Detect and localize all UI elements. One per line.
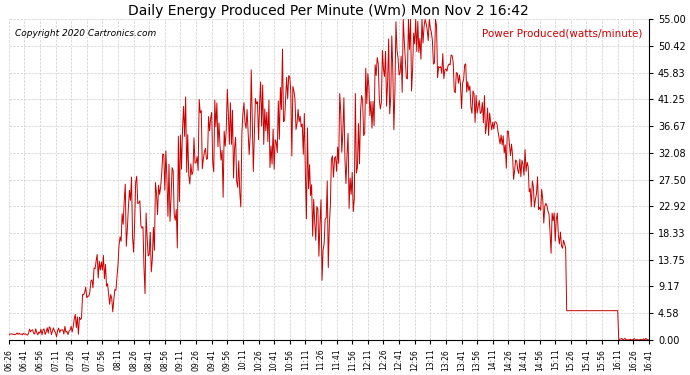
Title: Daily Energy Produced Per Minute (Wm) Mon Nov 2 16:42: Daily Energy Produced Per Minute (Wm) Mo… [128, 4, 529, 18]
Text: Copyright 2020 Cartronics.com: Copyright 2020 Cartronics.com [15, 29, 157, 38]
Text: Power Produced(watts/minute): Power Produced(watts/minute) [482, 29, 642, 39]
